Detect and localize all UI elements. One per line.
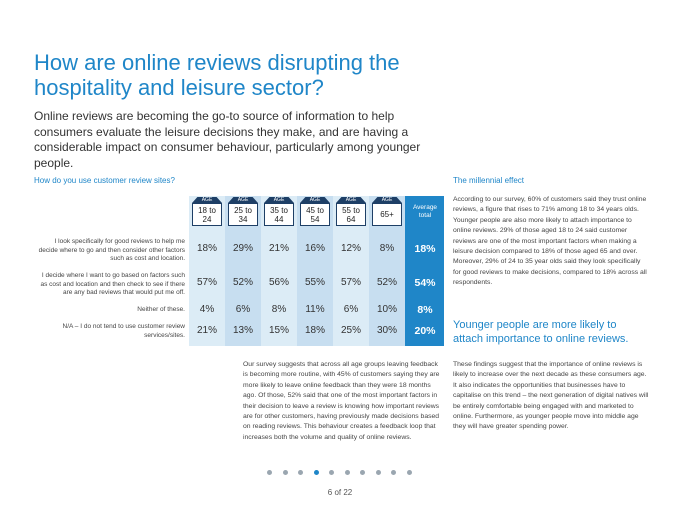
age-tag: AGE <box>192 197 222 203</box>
table-cell: 8% <box>271 304 287 315</box>
average-cell: 54% <box>414 277 436 289</box>
table-cell: 57% <box>196 277 217 288</box>
table-cell: 4% <box>199 304 215 315</box>
age-range: 65+ <box>372 203 402 226</box>
page-dot[interactable] <box>298 470 304 475</box>
page-dot[interactable] <box>313 470 319 475</box>
age-header: AGE 35 to 44 <box>261 196 297 228</box>
row-label: N/A – I do not tend to use customer revi… <box>62 323 185 339</box>
millennial-heading: The millennial effect <box>453 176 524 185</box>
page-dots <box>267 470 412 476</box>
row-label: I decide where I want to go based on fac… <box>40 272 185 296</box>
table-cell: 57% <box>340 277 361 288</box>
table-cell: 8% <box>379 243 395 254</box>
age-header: AGE 25 to 34 <box>225 196 261 228</box>
age-tag: AGE <box>336 197 366 203</box>
average-column <box>405 196 444 346</box>
pull-quote: Younger people are more likely to attach… <box>453 319 629 345</box>
average-cell: 20% <box>414 325 436 337</box>
page-dot[interactable] <box>344 470 350 475</box>
table-cell: 52% <box>376 277 397 288</box>
table-cell: 6% <box>343 304 359 315</box>
table-cell: 55% <box>304 277 325 288</box>
survey-paragraph: Our survey suggests that across all age … <box>243 361 440 441</box>
average-cell: 18% <box>414 243 436 255</box>
age-header: AGE 45 to 54 <box>297 196 333 228</box>
page-dot[interactable] <box>406 470 412 475</box>
millennial-paragraph: According to our survey, 60% of customer… <box>453 196 647 287</box>
table-cell: 11% <box>305 304 325 315</box>
table-cell: 18% <box>196 243 217 254</box>
age-tag: AGE <box>300 197 330 203</box>
row-label: I look specifically for good reviews to … <box>38 238 185 262</box>
survey-grid: AGE 18 to 24 AGE 25 to 34 AGE 35 to 44 A… <box>189 196 444 346</box>
age-header: AGE 18 to 24 <box>189 196 225 228</box>
intro-paragraph: Online reviews are becoming the go-to so… <box>34 109 421 170</box>
age-range: 45 to 54 <box>300 203 330 226</box>
table-cell: 25% <box>340 325 361 336</box>
table-cell: 16% <box>304 243 325 254</box>
table-cell: 6% <box>235 304 251 315</box>
table-cell: 10% <box>376 304 397 315</box>
survey-heading: How do you use customer review sites? <box>34 176 175 185</box>
table-cell: 13% <box>232 325 253 336</box>
age-tag: AGE <box>372 197 402 203</box>
table-cell: 29% <box>232 243 253 254</box>
age-header: AGE 65+ <box>369 196 405 228</box>
page-dot[interactable] <box>267 470 272 475</box>
table-cell: 30% <box>376 325 397 336</box>
age-tag: AGE <box>228 197 258 203</box>
average-total-header: Average total <box>412 204 438 219</box>
page-title: How are online reviews disrupting the ho… <box>34 50 400 100</box>
page-dot[interactable] <box>282 470 288 475</box>
table-cell: 18% <box>304 325 325 336</box>
row-label: Neither of these. <box>137 306 185 313</box>
findings-paragraph: These findings suggest that the importan… <box>453 361 649 431</box>
page-dot[interactable] <box>360 470 366 475</box>
age-header: AGE 55 to 64 <box>333 196 369 228</box>
age-range: 25 to 34 <box>228 203 258 226</box>
average-cell: 8% <box>417 304 433 316</box>
age-range: 35 to 44 <box>264 203 294 226</box>
page-dot[interactable] <box>375 470 381 475</box>
age-range: 55 to 64 <box>336 203 366 226</box>
age-range: 18 to 24 <box>192 203 222 226</box>
page-number: 6 of 22 <box>327 488 353 497</box>
page-dot[interactable] <box>329 470 335 475</box>
page-dot[interactable] <box>391 470 397 475</box>
table-cell: 21% <box>268 243 289 254</box>
table-cell: 15% <box>268 325 289 336</box>
table-cell: 52% <box>232 277 253 288</box>
age-tag: AGE <box>264 197 294 203</box>
table-cell: 12% <box>340 243 361 254</box>
table-cell: 56% <box>268 277 289 288</box>
survey-table: I look specifically for good reviews to … <box>34 196 444 346</box>
table-cell: 21% <box>196 325 217 336</box>
